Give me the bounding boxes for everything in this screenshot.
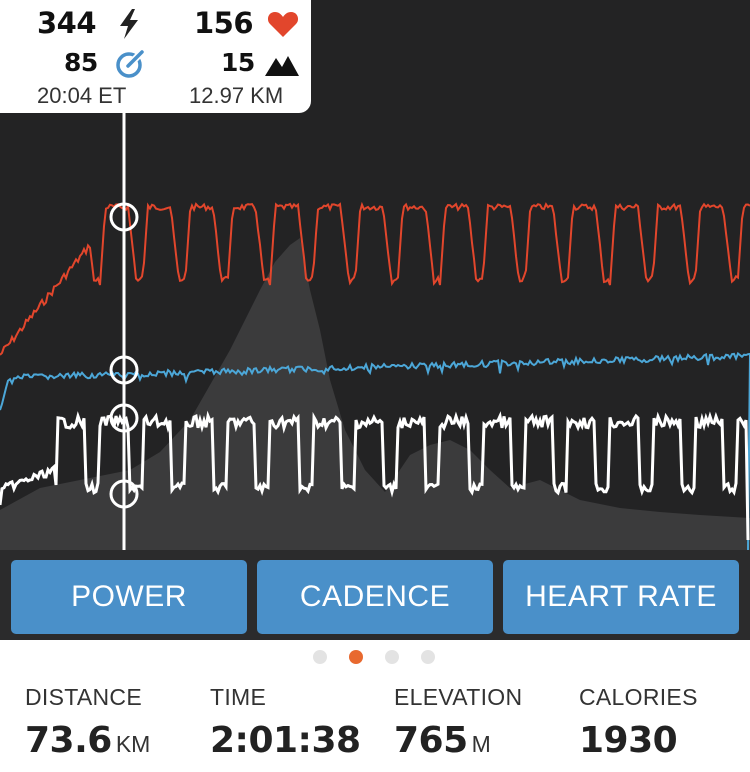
cursor-tooltip: 344 156 85 15 20:04 ET 12.97 KM <box>0 0 311 113</box>
calories-total: 1930 <box>579 720 678 761</box>
elevation-total-value: 765 <box>394 720 468 761</box>
time-total: 2:01:38 <box>210 720 361 761</box>
heart-rate-button[interactable]: HEART RATE <box>503 560 739 634</box>
cadence-button[interactable]: CADENCE <box>257 560 493 634</box>
page-indicator <box>0 640 750 676</box>
elevation-value: 15 <box>221 48 255 77</box>
page-dot[interactable] <box>313 650 327 664</box>
page-dot[interactable] <box>385 650 399 664</box>
page-dot-active[interactable] <box>349 650 363 664</box>
elevation-unit: M <box>471 731 491 757</box>
distance-stat: DISTANCE 73.6 KM <box>25 684 150 761</box>
calories-stat: CALORIES 1930 <box>579 684 698 761</box>
calories-label: CALORIES <box>579 684 698 710</box>
ride-chart[interactable]: 344 156 85 15 20:04 ET 12.97 KM <box>0 0 750 550</box>
heart-rate-line <box>0 201 750 356</box>
heart-icon <box>267 12 299 37</box>
distance-unit: KM <box>115 731 151 757</box>
elapsed-time-value: 20:04 ET <box>37 83 127 108</box>
page-dot[interactable] <box>421 650 435 664</box>
heart-rate-value: 156 <box>194 6 254 40</box>
cadence-value: 85 <box>64 48 98 77</box>
metric-button-bar: POWER CADENCE HEART RATE <box>0 550 750 640</box>
power-marker <box>109 403 139 433</box>
heart-rate-marker <box>109 202 139 232</box>
mountain-icon <box>265 56 299 76</box>
chart-plot[interactable] <box>0 0 750 550</box>
distance-total: 73.6 KM <box>25 720 150 761</box>
calories-total-value: 1930 <box>579 720 678 761</box>
cadence-marker <box>109 355 139 385</box>
cadence-gauge-icon <box>116 48 146 78</box>
lightning-icon <box>120 9 138 39</box>
time-total-value: 2:01:38 <box>210 720 361 761</box>
distance-value: 12.97 KM <box>189 83 284 108</box>
elevation-stat: ELEVATION 765 M <box>394 684 523 761</box>
elevation-marker <box>109 479 139 509</box>
time-label: TIME <box>210 684 267 710</box>
power-button[interactable]: POWER <box>11 560 247 634</box>
time-stat: TIME 2:01:38 <box>210 684 361 761</box>
elevation-area <box>0 238 750 550</box>
elevation-label: ELEVATION <box>394 684 523 710</box>
distance-total-value: 73.6 <box>25 720 112 761</box>
power-value: 344 <box>37 6 97 40</box>
distance-label: DISTANCE <box>25 684 142 710</box>
elevation-total: 765 M <box>394 720 491 761</box>
